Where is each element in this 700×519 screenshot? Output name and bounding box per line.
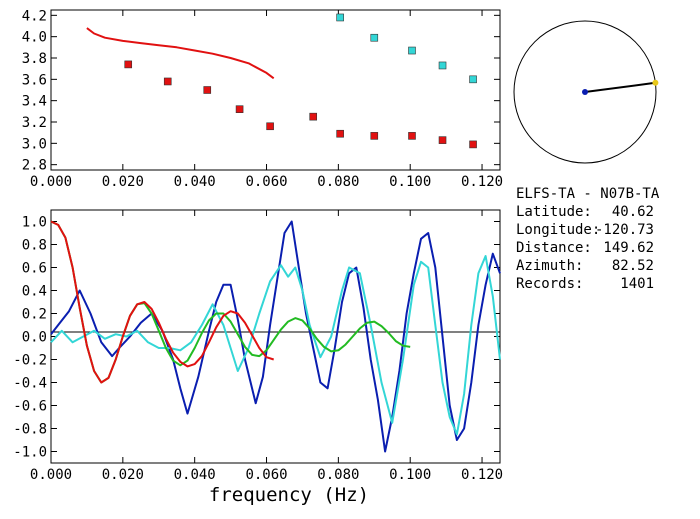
correlation-series-line <box>50 255 501 436</box>
dispersion-y-tick-label: 3.6 <box>22 72 47 88</box>
compass-circle <box>513 20 657 164</box>
info-value: -120.73 <box>595 222 654 238</box>
dispersion-point <box>408 46 416 55</box>
correlation-y-tick-label: 0.6 <box>22 261 47 277</box>
dispersion-x-tick-label: 0.100 <box>389 174 431 190</box>
station-pair: ELFS-TA - N07B-TA <box>516 186 660 202</box>
dispersion-y-tick-label: 4.2 <box>22 8 47 24</box>
dispersion-point <box>203 86 212 94</box>
dispersion-x-tick-label: 0.000 <box>30 174 72 190</box>
dispersion-x-tick-label: 0.080 <box>317 174 359 190</box>
dispersion-point <box>235 105 244 113</box>
correlation-y-tick-label: 0.2 <box>22 307 47 323</box>
dispersion-point <box>266 122 274 131</box>
dispersion-y-tick-label: 4.0 <box>22 30 47 46</box>
correlation-series-line <box>50 220 411 384</box>
info-label: Records: <box>516 276 583 292</box>
correlation-x-tick-label: 0.000 <box>30 467 72 483</box>
dispersion-point <box>309 112 318 121</box>
info-label: Azimuth: <box>516 258 583 274</box>
dispersion-point <box>124 60 133 69</box>
dispersion-point <box>163 77 172 86</box>
azimuth-compass <box>513 20 659 164</box>
correlation-series-line <box>50 220 501 453</box>
info-value: 1401 <box>620 276 654 292</box>
dispersion-point <box>370 132 379 140</box>
info-label: Distance: <box>516 240 592 256</box>
correlation-y-tick-label: 0.8 <box>22 238 47 254</box>
correlation-panel: 0.000 0.020 0.040 0.060 0.080 0.100 0.120 -1.0 -… <box>13 209 503 506</box>
correlation-y-tick-label: 0.4 <box>22 284 47 300</box>
dispersion-x-tick-label: 0.040 <box>174 174 216 190</box>
compass-tip-dot <box>652 79 659 86</box>
correlation-x-tick-label: 0.120 <box>461 467 503 483</box>
correlation-x-tick-label: 0.020 <box>102 467 144 483</box>
compass-center-dot <box>582 89 588 95</box>
dispersion-x-tick-label: 0.120 <box>461 174 503 190</box>
dispersion-point <box>336 13 344 22</box>
correlation-x-tick-label: 0.060 <box>245 467 287 483</box>
dispersion-series <box>86 13 477 149</box>
correlation-x-tick-label: 0.100 <box>389 467 431 483</box>
station-info: ELFS-TA - N07B-TA Latitude: 40.62 Longitud… <box>516 186 660 292</box>
dispersion-panel: 0.000 0.020 0.040 0.060 0.080 0.100 0.120 2.8 3.… <box>22 8 503 190</box>
correlation-y-tick-label: 0.0 <box>22 330 47 346</box>
correlation-y-tick-label: -1.0 <box>13 445 47 461</box>
dispersion-y-tick-label: 3.4 <box>22 94 47 110</box>
dispersion-y-tick-label: 3.0 <box>22 136 47 152</box>
dispersion-plot-frame <box>50 9 501 171</box>
dispersion-point <box>469 75 477 84</box>
dispersion-y-tick-label: 3.8 <box>22 51 47 67</box>
dispersion-series-line <box>86 27 275 80</box>
correlation-series-line <box>50 220 275 384</box>
correlation-y-tick-label: -0.4 <box>13 376 47 392</box>
dispersion-x-tick-label: 0.060 <box>245 174 287 190</box>
dispersion-ticks: 0.000 0.020 0.040 0.060 0.080 0.100 0.120 2.8 3.… <box>22 8 503 190</box>
correlation-y-tick-label: -0.6 <box>13 399 47 415</box>
dispersion-point <box>438 136 447 144</box>
info-value: 82.52 <box>612 258 654 274</box>
correlation-ticks: 0.000 0.020 0.040 0.060 0.080 0.100 0.120 -1.0 -… <box>13 210 503 483</box>
dispersion-y-tick-label: 2.8 <box>22 158 47 174</box>
dispersion-point <box>370 33 379 42</box>
dispersion-x-tick-label: 0.020 <box>102 174 144 190</box>
info-label: Longitude: <box>516 222 600 238</box>
correlation-x-tick-label: 0.040 <box>174 467 216 483</box>
dispersion-point <box>408 132 416 140</box>
correlation-x-tick-label: 0.080 <box>317 467 359 483</box>
azimuth-needle <box>584 81 656 93</box>
info-value: 40.62 <box>612 204 654 220</box>
x-axis-label: frequency (Hz) <box>209 484 369 506</box>
info-label: Latitude: <box>516 204 592 220</box>
info-value: 149.62 <box>603 240 654 256</box>
dispersion-y-tick-label: 3.2 <box>22 115 47 131</box>
correlation-y-tick-label: 1.0 <box>22 215 47 231</box>
correlation-y-tick-label: -0.2 <box>13 353 47 369</box>
correlation-y-tick-label: -0.8 <box>13 422 47 438</box>
dispersion-point <box>336 129 344 138</box>
dispersion-point <box>469 140 477 149</box>
correlation-series <box>50 220 501 453</box>
dispersion-point <box>438 61 447 70</box>
